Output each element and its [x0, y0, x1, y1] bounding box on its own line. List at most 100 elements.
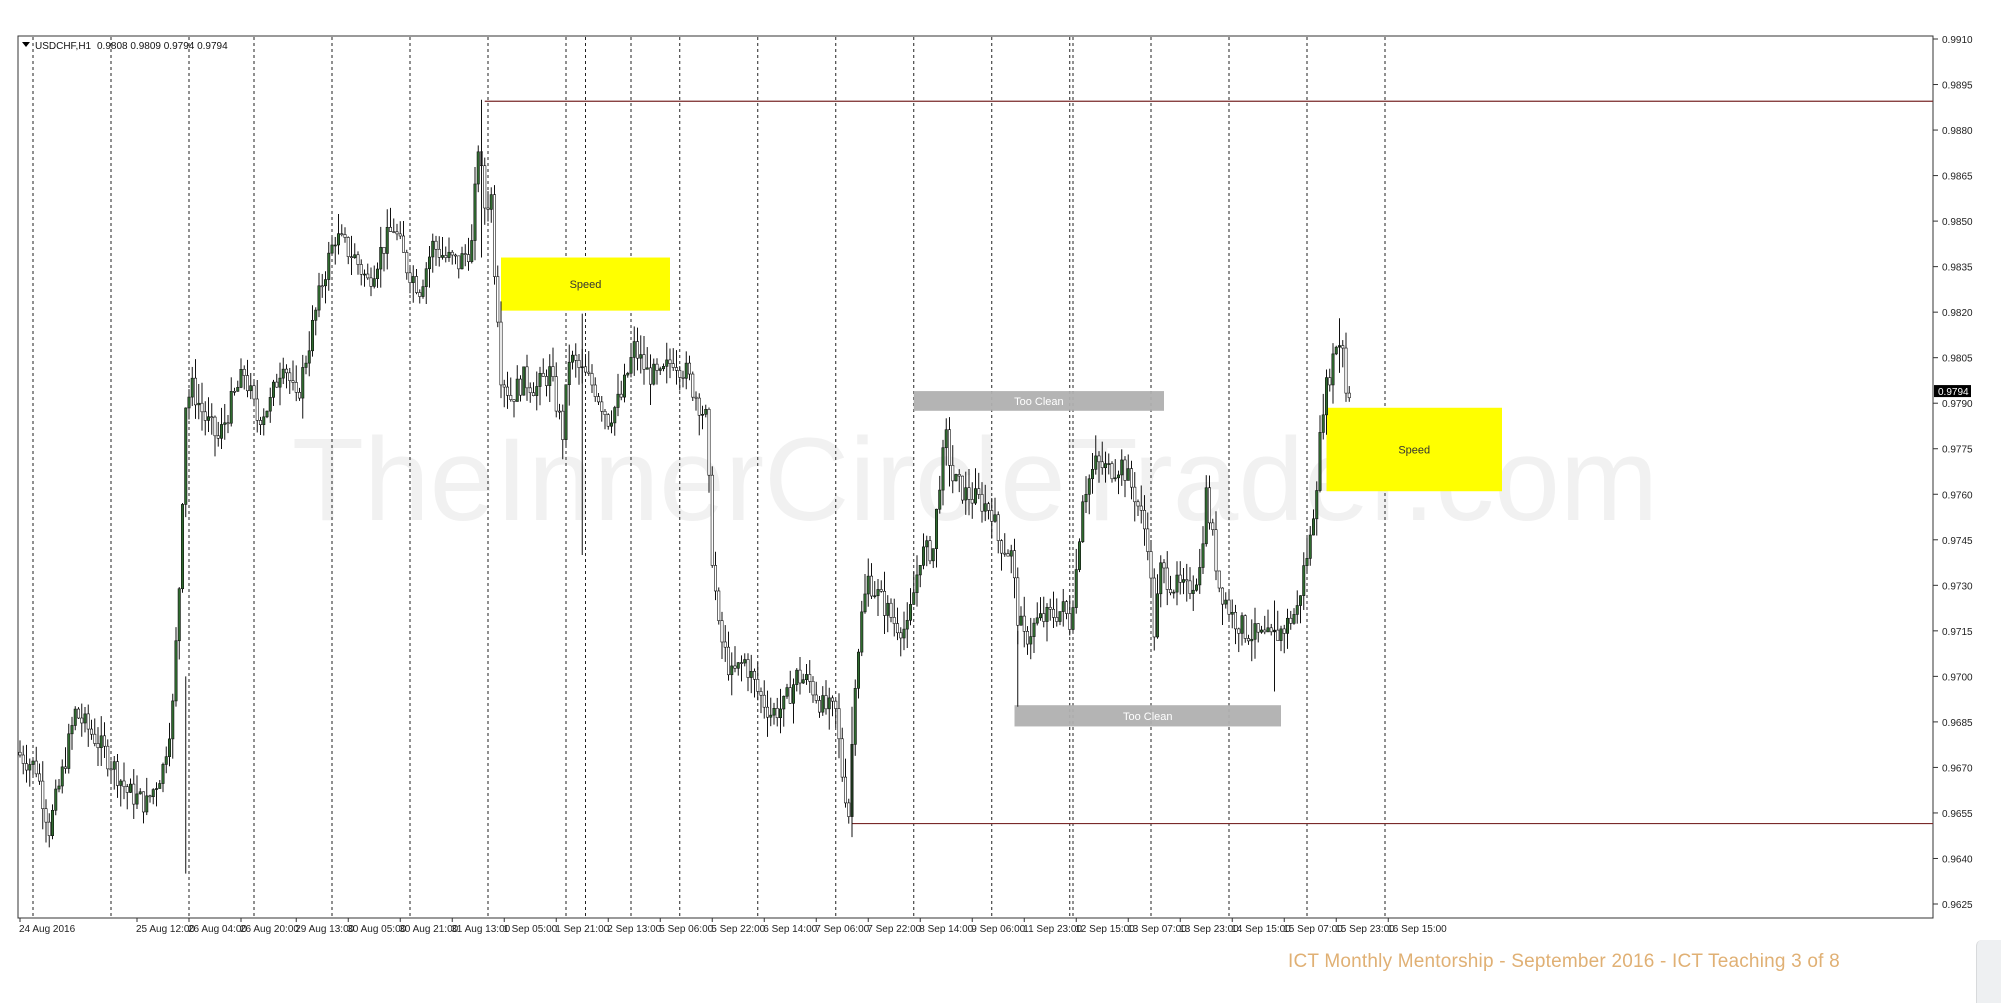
candle-body: [1282, 628, 1286, 634]
annotation-box: [1014, 705, 1281, 727]
candle-body: [1016, 577, 1020, 626]
candle-body: [856, 651, 860, 689]
candle-body: [1139, 505, 1143, 511]
candle-body: [1308, 534, 1312, 559]
candle-body: [1117, 474, 1121, 479]
candle-body: [791, 684, 795, 704]
symbol-dropdown-icon[interactable]: [22, 42, 30, 47]
candle-body: [93, 733, 97, 744]
x-tick-label: 29 Aug 13:00: [295, 924, 354, 935]
candle-body: [450, 251, 454, 256]
x-tick-label: 8 Sep 14:00: [919, 924, 973, 935]
candle-body: [561, 410, 565, 440]
y-tick-label: 0.9910: [1942, 35, 1973, 46]
candle-body: [759, 691, 763, 696]
candle-body: [1295, 605, 1299, 615]
candle-body: [187, 396, 191, 409]
candle-body: [570, 354, 574, 363]
candle-body: [470, 240, 474, 262]
x-tick-label: 24 Aug 2016: [19, 924, 76, 935]
annotation-label: Speed: [570, 279, 602, 291]
candle-body: [528, 387, 532, 394]
candle-body: [37, 773, 41, 782]
candle-body: [1032, 622, 1036, 637]
candle-body: [645, 367, 649, 370]
candle-body: [164, 756, 168, 765]
candle-body: [544, 376, 548, 386]
candle-body: [70, 725, 74, 735]
candle-body: [736, 662, 740, 669]
candle-body: [1113, 477, 1117, 480]
candle-body: [138, 791, 142, 795]
candle-body: [379, 247, 383, 270]
candle-body: [1100, 461, 1104, 469]
y-tick-label: 0.9715: [1942, 627, 1973, 638]
candle-body: [1321, 414, 1325, 433]
candle-body: [310, 319, 314, 352]
candle-body: [1269, 627, 1273, 633]
candle-body: [1182, 579, 1186, 583]
candle-body: [1146, 528, 1150, 552]
candle-body: [1224, 599, 1228, 605]
candle-body: [194, 377, 198, 406]
current-price-label: 0.9794: [1938, 387, 1969, 398]
candle-body: [918, 564, 922, 576]
candle-body: [1003, 552, 1007, 555]
candle-body: [271, 381, 275, 398]
candle-body: [168, 738, 172, 757]
candle-body: [837, 708, 841, 740]
candle-body: [1052, 608, 1056, 618]
candle-body: [333, 244, 337, 247]
candle-body: [1156, 593, 1160, 638]
candle-body: [993, 514, 997, 522]
candle-body: [632, 341, 636, 358]
candle-body: [814, 694, 818, 701]
candle-body: [489, 194, 493, 210]
candle-body: [606, 414, 610, 427]
candle-body: [1045, 606, 1049, 622]
candle-body: [674, 367, 678, 371]
chart-symbol: USDCHF,H1: [35, 41, 92, 52]
candle-body: [765, 706, 769, 718]
candle-body: [116, 761, 120, 786]
candle-body: [44, 808, 48, 823]
candle-body: [151, 789, 155, 798]
candle-body: [21, 754, 25, 764]
candle-body: [252, 385, 256, 400]
candle-body: [938, 489, 942, 510]
candle-body: [239, 368, 243, 388]
candle-body: [291, 380, 295, 383]
x-tick-label: 16 Sep 15:00: [1387, 924, 1447, 935]
candle-body: [275, 381, 279, 388]
candle-body: [525, 366, 529, 389]
candle-body: [1012, 550, 1016, 579]
candle-body: [125, 786, 129, 793]
y-tick-label: 0.9745: [1942, 536, 1973, 547]
x-tick-label: 11 Sep 23:00: [1023, 924, 1082, 935]
y-tick-label: 0.9640: [1942, 854, 1973, 865]
candle-body: [697, 397, 701, 416]
candle-body: [1065, 601, 1069, 614]
candle-body: [554, 376, 558, 412]
candle-body: [135, 793, 139, 805]
candle-body: [687, 362, 691, 375]
candle-body: [1042, 613, 1046, 622]
candle-body: [1266, 627, 1270, 633]
candle-body: [1279, 628, 1283, 641]
scroll-handle[interactable]: [1976, 940, 2001, 1003]
y-tick-label: 0.9895: [1942, 81, 1973, 92]
candle-body: [944, 429, 948, 449]
candle-body: [385, 227, 389, 254]
candle-body: [996, 514, 1000, 541]
candle-body: [1107, 463, 1111, 465]
candle-body: [421, 286, 425, 297]
candle-body: [440, 255, 444, 258]
candle-body: [505, 386, 509, 396]
candle-body: [103, 735, 107, 747]
x-tick-label: 14 Sep 15:00: [1231, 924, 1291, 935]
candle-body: [418, 292, 422, 297]
candle-body: [749, 671, 753, 678]
candle-body: [401, 235, 405, 253]
